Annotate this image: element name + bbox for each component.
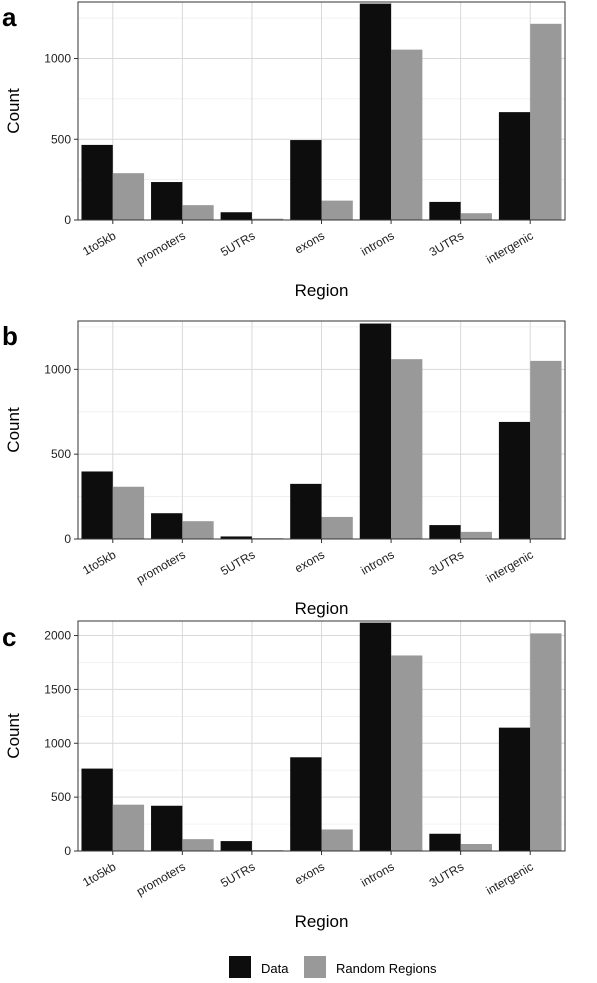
x-tick-label-5UTRs: 5UTRs: [218, 547, 257, 578]
bar-data-exons: [290, 140, 322, 220]
x-tick-label-3UTRs: 3UTRs: [427, 228, 466, 259]
bar-data-3UTRs: [429, 833, 461, 851]
bar-random-regions-1to5kb: [112, 486, 145, 539]
bar-random-regions-3UTRs: [460, 213, 492, 220]
x-tick-label-promoters: promoters: [134, 547, 188, 586]
bar-random-regions-3UTRs: [460, 531, 492, 539]
bar-random-regions-exons: [321, 200, 353, 220]
x-tick-label-1to5kb: 1to5kb: [80, 228, 118, 258]
bar-random-regions-exons: [321, 829, 353, 851]
x-tick-label-exons: exons: [292, 228, 327, 256]
x-tick-label-3UTRs: 3UTRs: [427, 859, 466, 890]
bar-random-regions-introns: [391, 49, 423, 220]
y-axis-title: Count: [4, 407, 23, 453]
bar-random-regions-exons: [321, 516, 353, 539]
bar-data-intergenic: [498, 421, 531, 539]
x-tick-label-introns: introns: [358, 547, 396, 577]
y-tick-label: 500: [51, 790, 71, 804]
y-axis-title: Count: [4, 88, 23, 134]
legend-key-random-regions: [304, 956, 326, 978]
x-tick-label-exons: exons: [292, 859, 327, 887]
bar-random-regions-promoters: [182, 839, 214, 851]
bar-data-promoters: [151, 513, 183, 539]
x-axis-title: Region: [295, 912, 349, 931]
x-tick-label-introns: introns: [358, 859, 396, 889]
bar-data-exons: [290, 757, 322, 851]
x-axis-title: Region: [295, 281, 349, 300]
bar-random-regions-3UTRs: [460, 843, 492, 851]
bar-data-1to5kb: [81, 471, 113, 539]
bar-random-regions-1to5kb: [112, 173, 145, 220]
panel-a: 0 500 1000 1to5kb promoters 5UTRs exons introns…: [2, 1, 566, 300]
legend-key-data: [229, 956, 251, 978]
x-tick-label-exons: exons: [292, 547, 327, 575]
x-tick-label-introns: introns: [358, 228, 396, 258]
bar-random-regions-5UTRs: [251, 218, 284, 220]
bar-data-introns: [359, 3, 392, 221]
y-tick-label: 0: [64, 213, 71, 227]
x-tick-label-5UTRs: 5UTRs: [218, 859, 257, 890]
y-tick-label: 500: [51, 132, 71, 146]
bar-random-regions-promoters: [182, 521, 214, 539]
x-axis-title: Region: [295, 599, 349, 618]
y-tick-label: 2000: [44, 629, 71, 643]
panel-label-a: a: [2, 2, 17, 32]
bar-data-1to5kb: [81, 144, 113, 220]
x-tick-label-intergenic: intergenic: [484, 228, 536, 266]
x-tick-label-intergenic: intergenic: [484, 547, 536, 585]
bar-random-regions-promoters: [182, 205, 214, 220]
bar-data-promoters: [151, 805, 183, 851]
bar-random-regions-intergenic: [530, 23, 562, 220]
bar-data-intergenic: [498, 727, 531, 851]
y-tick-label: 1500: [44, 682, 71, 696]
bar-data-5UTRs: [220, 841, 252, 851]
x-tick-label-promoters: promoters: [134, 228, 188, 267]
y-axis-title: Count: [4, 713, 23, 759]
panel-label-b: b: [2, 321, 18, 351]
x-tick-label-3UTRs: 3UTRs: [427, 547, 466, 578]
y-tick-label: 1000: [44, 52, 71, 66]
y-tick-label: 1000: [44, 362, 71, 376]
bar-data-promoters: [151, 182, 183, 220]
panel-b: 0 500 1000 1to5kb promoters 5UTRs exons introns…: [2, 320, 566, 618]
bar-random-regions-1to5kb: [112, 804, 145, 851]
bar-data-introns: [359, 622, 392, 851]
bar-data-3UTRs: [429, 201, 461, 220]
bar-random-regions-intergenic: [530, 360, 562, 539]
y-tick-label: 1000: [44, 736, 71, 750]
x-tick-label-promoters: promoters: [134, 859, 188, 898]
bar-data-exons: [290, 483, 322, 539]
bar-data-5UTRs: [220, 212, 252, 220]
bar-random-regions-intergenic: [530, 633, 562, 851]
panel-c: 0 500 1000 1500 2000 1to5kb promoters 5UTRs exon…: [2, 620, 566, 931]
x-tick-label-intergenic: intergenic: [484, 859, 536, 897]
x-tick-label-1to5kb: 1to5kb: [80, 859, 118, 889]
legend: Data Random Regions: [229, 956, 437, 978]
x-tick-label-5UTRs: 5UTRs: [218, 228, 257, 259]
bar-data-3UTRs: [429, 525, 461, 539]
y-tick-label: 500: [51, 447, 71, 461]
bar-random-regions-introns: [391, 655, 423, 851]
bar-random-regions-introns: [391, 359, 423, 539]
legend-label-data: Data: [261, 961, 289, 976]
x-tick-label-1to5kb: 1to5kb: [80, 547, 118, 577]
bar-data-5UTRs: [220, 536, 252, 539]
panel-label-c: c: [2, 622, 16, 652]
bar-data-introns: [359, 323, 392, 539]
y-tick-label: 0: [64, 532, 71, 546]
bar-data-intergenic: [498, 112, 531, 220]
legend-label-random-regions: Random Regions: [336, 961, 437, 976]
bar-data-1to5kb: [81, 768, 113, 851]
y-tick-label: 0: [64, 844, 71, 858]
